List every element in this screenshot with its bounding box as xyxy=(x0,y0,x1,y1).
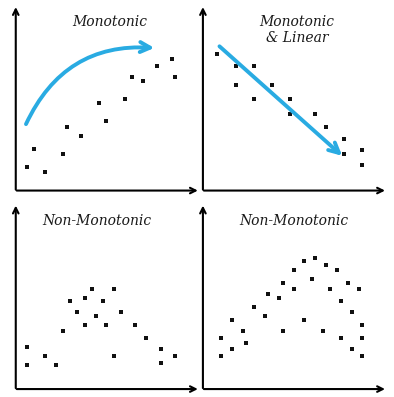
Text: Monotonic: Monotonic xyxy=(72,15,147,29)
Text: Non-Monotonic: Non-Monotonic xyxy=(239,214,348,228)
Text: Monotonic
& Linear: Monotonic & Linear xyxy=(260,15,335,45)
Text: Non-Monotonic: Non-Monotonic xyxy=(43,214,152,228)
